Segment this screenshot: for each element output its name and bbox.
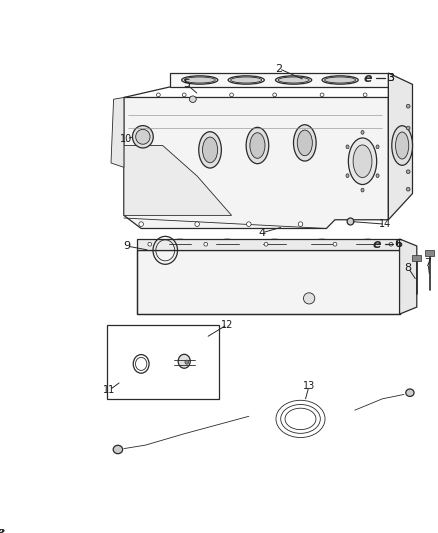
Ellipse shape bbox=[182, 76, 218, 84]
Ellipse shape bbox=[204, 243, 208, 246]
Ellipse shape bbox=[156, 93, 160, 96]
Ellipse shape bbox=[195, 222, 199, 227]
Ellipse shape bbox=[376, 174, 379, 177]
Text: 5: 5 bbox=[184, 79, 190, 90]
Ellipse shape bbox=[273, 93, 276, 96]
Ellipse shape bbox=[347, 218, 354, 225]
Polygon shape bbox=[111, 98, 124, 167]
Ellipse shape bbox=[361, 188, 364, 192]
Text: 14: 14 bbox=[379, 219, 391, 229]
Text: 3: 3 bbox=[388, 73, 395, 83]
Text: 2: 2 bbox=[276, 63, 283, 74]
Ellipse shape bbox=[247, 222, 251, 227]
Text: 9: 9 bbox=[123, 241, 130, 251]
Ellipse shape bbox=[406, 187, 410, 191]
Text: 10: 10 bbox=[120, 134, 133, 143]
Ellipse shape bbox=[396, 132, 409, 159]
Text: 3: 3 bbox=[388, 73, 395, 83]
Ellipse shape bbox=[228, 76, 264, 84]
Ellipse shape bbox=[230, 93, 233, 96]
Ellipse shape bbox=[276, 76, 312, 84]
Bar bbox=[107, 325, 219, 399]
Ellipse shape bbox=[113, 445, 123, 454]
Polygon shape bbox=[137, 239, 399, 251]
Ellipse shape bbox=[278, 77, 309, 83]
Ellipse shape bbox=[184, 77, 215, 83]
Ellipse shape bbox=[136, 130, 150, 144]
Ellipse shape bbox=[392, 126, 413, 165]
Polygon shape bbox=[124, 98, 389, 229]
Ellipse shape bbox=[297, 130, 312, 156]
Ellipse shape bbox=[148, 243, 152, 246]
Ellipse shape bbox=[348, 138, 377, 184]
Polygon shape bbox=[170, 73, 389, 87]
Ellipse shape bbox=[320, 93, 324, 96]
Ellipse shape bbox=[389, 243, 393, 246]
Ellipse shape bbox=[185, 360, 189, 364]
Ellipse shape bbox=[202, 137, 218, 163]
Ellipse shape bbox=[376, 145, 379, 149]
Ellipse shape bbox=[139, 222, 143, 227]
Text: e: e bbox=[372, 238, 381, 251]
Text: 13: 13 bbox=[303, 381, 315, 391]
Ellipse shape bbox=[199, 132, 221, 168]
Ellipse shape bbox=[190, 96, 196, 102]
Text: 11: 11 bbox=[103, 385, 115, 395]
Ellipse shape bbox=[250, 133, 265, 158]
Ellipse shape bbox=[322, 76, 358, 84]
Text: 7: 7 bbox=[424, 259, 431, 269]
Text: 6: 6 bbox=[394, 239, 401, 249]
Ellipse shape bbox=[406, 104, 410, 108]
Ellipse shape bbox=[246, 127, 269, 164]
Text: 6: 6 bbox=[395, 239, 402, 249]
Ellipse shape bbox=[293, 125, 316, 161]
Ellipse shape bbox=[406, 389, 414, 397]
Ellipse shape bbox=[298, 222, 303, 227]
Polygon shape bbox=[389, 73, 413, 220]
Ellipse shape bbox=[361, 131, 364, 134]
Ellipse shape bbox=[264, 243, 268, 246]
Ellipse shape bbox=[363, 93, 367, 96]
Polygon shape bbox=[412, 255, 421, 261]
Polygon shape bbox=[137, 251, 399, 314]
Ellipse shape bbox=[333, 243, 337, 246]
Ellipse shape bbox=[231, 77, 262, 83]
Ellipse shape bbox=[178, 354, 190, 368]
Polygon shape bbox=[124, 146, 232, 215]
Ellipse shape bbox=[304, 293, 315, 304]
Ellipse shape bbox=[133, 126, 153, 148]
Ellipse shape bbox=[325, 77, 356, 83]
Text: 8: 8 bbox=[405, 263, 412, 273]
Ellipse shape bbox=[353, 145, 372, 177]
Ellipse shape bbox=[182, 93, 186, 96]
Ellipse shape bbox=[346, 145, 349, 149]
Ellipse shape bbox=[406, 170, 410, 174]
Ellipse shape bbox=[406, 126, 410, 130]
Text: e: e bbox=[364, 72, 372, 85]
Text: e: e bbox=[0, 526, 5, 533]
Text: 12: 12 bbox=[221, 320, 233, 329]
Polygon shape bbox=[425, 251, 434, 256]
Text: e: e bbox=[0, 526, 5, 533]
Ellipse shape bbox=[346, 174, 349, 177]
Text: 4: 4 bbox=[258, 228, 265, 238]
Polygon shape bbox=[399, 239, 417, 314]
